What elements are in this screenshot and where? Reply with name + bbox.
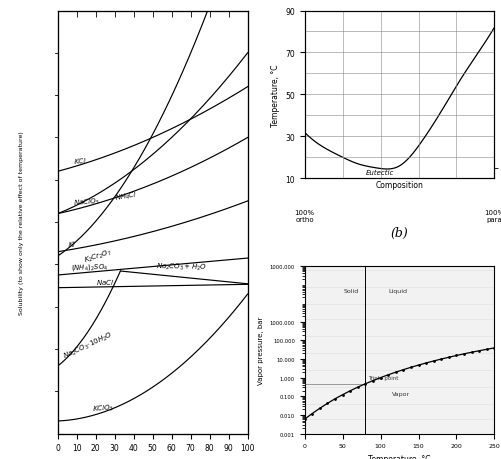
X-axis label: Temperature, °C: Temperature, °C bbox=[116, 458, 189, 459]
Text: Liquid: Liquid bbox=[387, 288, 406, 293]
Text: $NH_4Cl$: $NH_4Cl$ bbox=[114, 190, 138, 204]
Text: Solubility (to show only the relative effect of temperature): Solubility (to show only the relative ef… bbox=[19, 131, 24, 314]
Text: $K_2Cr_2O_7$: $K_2Cr_2O_7$ bbox=[82, 246, 113, 265]
Y-axis label: Temperature, °C: Temperature, °C bbox=[270, 64, 279, 126]
Text: $Na_2CO_3\!\cdot\!10H_2O$: $Na_2CO_3\!\cdot\!10H_2O$ bbox=[62, 329, 115, 361]
Text: $Na_2CO_3+H_2O$: $Na_2CO_3+H_2O$ bbox=[156, 262, 207, 273]
Text: Solid: Solid bbox=[343, 288, 359, 293]
X-axis label: Composition: Composition bbox=[375, 180, 423, 190]
Text: $KClO_3$: $KClO_3$ bbox=[92, 402, 114, 414]
Text: $KI$: $KI$ bbox=[67, 239, 76, 248]
Text: Triple point: Triple point bbox=[367, 375, 397, 380]
Text: Eutectic: Eutectic bbox=[365, 170, 393, 176]
Text: (b): (b) bbox=[390, 226, 408, 239]
Text: $NaClO_3$: $NaClO_3$ bbox=[73, 196, 100, 208]
Text: $(NH_4)_2SO_4$: $(NH_4)_2SO_4$ bbox=[71, 261, 109, 273]
Text: 100%
para: 100% para bbox=[483, 209, 501, 222]
Text: 100%
ortho: 100% ortho bbox=[294, 209, 314, 222]
Text: Vapor: Vapor bbox=[391, 391, 409, 396]
Text: $NaCl$: $NaCl$ bbox=[96, 277, 114, 286]
Text: $KCl$: $KCl$ bbox=[73, 156, 87, 166]
Y-axis label: Vapor pressure, bar: Vapor pressure, bar bbox=[258, 316, 264, 384]
X-axis label: Temperature, °C: Temperature, °C bbox=[368, 454, 430, 459]
